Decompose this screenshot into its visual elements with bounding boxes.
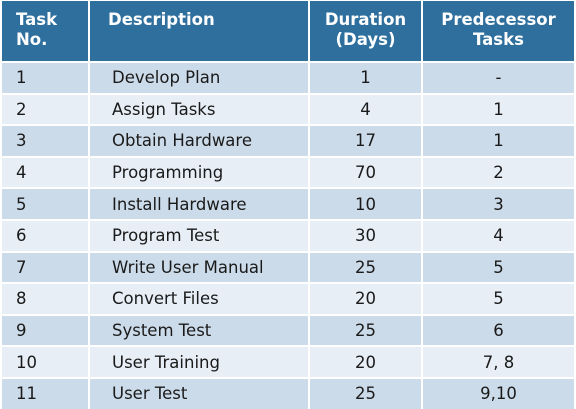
cell-description: Programming	[90, 155, 310, 188]
cell-predecessors: 7, 8	[423, 345, 574, 377]
cell-duration: 20	[310, 282, 423, 314]
cell-task-no: 7	[2, 250, 90, 283]
cell-description: Install Hardware	[90, 187, 310, 219]
header-pred-line1: Predecessor	[441, 10, 556, 29]
table-row: 8 Convert Files 20 5	[2, 282, 574, 314]
header-task-line1: Task	[16, 10, 58, 29]
cell-description: Convert Files	[90, 282, 310, 314]
cell-predecessors: 5	[423, 282, 574, 314]
table-row: 1 Develop Plan 1 -	[2, 61, 574, 93]
cell-task-no: 4	[2, 155, 90, 188]
table-row: 9 System Test 25 6	[2, 313, 574, 346]
cell-description: User Test	[90, 376, 310, 409]
cell-task-no: 11	[2, 376, 90, 409]
cell-duration: 1	[310, 61, 423, 93]
cell-duration: 10	[310, 187, 423, 219]
cell-duration: 17	[310, 124, 423, 156]
header-task-line2: No.	[16, 30, 48, 49]
cell-predecessors: -	[423, 61, 574, 93]
cell-task-no: 6	[2, 218, 90, 251]
cell-duration: 25	[310, 376, 423, 409]
table-row: 10 User Training 20 7, 8	[2, 345, 574, 377]
cell-description: Obtain Hardware	[90, 124, 310, 156]
cell-task-no: 1	[2, 61, 90, 93]
cell-duration: 70	[310, 155, 423, 188]
header-description-label: Description	[108, 10, 215, 29]
cell-predecessors: 6	[423, 313, 574, 346]
cell-predecessors: 1	[423, 124, 574, 156]
cell-description: System Test	[90, 313, 310, 346]
table-row: 6 Program Test 30 4	[2, 218, 574, 251]
cell-task-no: 8	[2, 282, 90, 314]
header-task-no: Task No.	[2, 1, 90, 61]
table-header-row: Task No. Description Duration (Days) Pre…	[2, 1, 574, 61]
cell-predecessors: 9,10	[423, 376, 574, 409]
table-row: 7 Write User Manual 25 5	[2, 250, 574, 283]
cell-description: Develop Plan	[90, 61, 310, 93]
table-row: 2 Assign Tasks 4 1	[2, 92, 574, 125]
cell-duration: 25	[310, 313, 423, 346]
cell-task-no: 2	[2, 92, 90, 125]
cell-duration: 30	[310, 218, 423, 251]
cell-predecessors: 1	[423, 92, 574, 125]
cell-predecessors: 4	[423, 218, 574, 251]
cell-task-no: 3	[2, 124, 90, 156]
table-row: 11 User Test 25 9,10	[2, 376, 574, 409]
cell-description: Program Test	[90, 218, 310, 251]
cell-description: User Training	[90, 345, 310, 377]
header-pred-line2: Tasks	[473, 30, 524, 49]
cell-task-no: 5	[2, 187, 90, 219]
header-duration-line2: (Days)	[335, 30, 396, 49]
header-duration-line1: Duration	[324, 10, 407, 29]
header-predecessors: Predecessor Tasks	[423, 1, 574, 61]
header-description: Description	[90, 1, 310, 61]
cell-duration: 20	[310, 345, 423, 377]
cell-predecessors: 3	[423, 187, 574, 219]
cell-description: Assign Tasks	[90, 92, 310, 125]
cell-description: Write User Manual	[90, 250, 310, 283]
table-row: 4 Programming 70 2	[2, 155, 574, 188]
cell-predecessors: 2	[423, 155, 574, 188]
cell-task-no: 10	[2, 345, 90, 377]
cell-predecessors: 5	[423, 250, 574, 283]
header-duration: Duration (Days)	[310, 1, 423, 61]
table-row: 5 Install Hardware 10 3	[2, 187, 574, 219]
cell-task-no: 9	[2, 313, 90, 346]
cell-duration: 25	[310, 250, 423, 283]
cell-duration: 4	[310, 92, 423, 125]
table-row: 3 Obtain Hardware 17 1	[2, 124, 574, 156]
